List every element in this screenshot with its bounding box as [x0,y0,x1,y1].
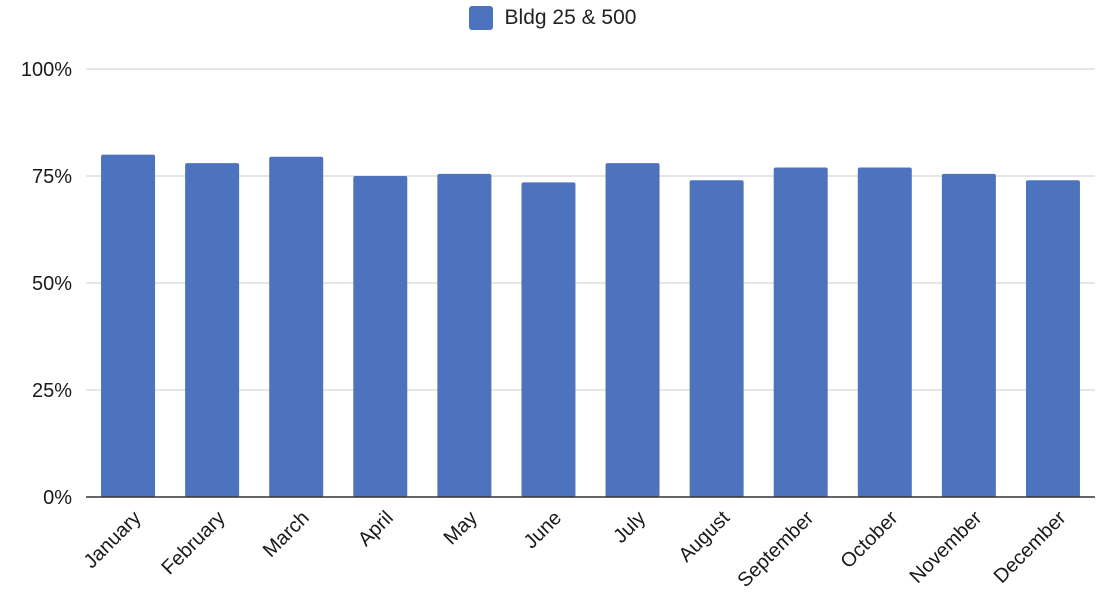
y-tick-label: 100% [21,59,72,81]
legend-label: Bldg 25 & 500 [504,6,637,29]
bar-april [353,176,408,497]
bar-june [521,182,576,498]
x-tick-label: December [990,507,1071,588]
bar-january [101,154,156,497]
x-tick-label: July [609,507,650,548]
bar-may [437,173,492,498]
legend-swatch [468,6,493,30]
x-tick-label: June [520,507,566,553]
y-tick-label: 25% [32,380,72,402]
y-tick-label: 50% [32,273,72,295]
bar-august [689,180,744,497]
x-tick-label: October [836,507,902,573]
legend: Bldg 25 & 500 [0,6,1105,30]
bar-march [269,156,324,498]
x-tick-label: February [158,507,230,579]
bar-february [185,163,240,497]
y-tick-label: 0% [43,487,72,509]
x-tick-label: September [734,507,819,592]
bar-september [773,167,828,497]
x-tick-label: March [259,507,314,562]
x-tick-label: May [440,507,482,549]
y-tick-label: 75% [32,166,72,188]
x-tick-label: November [906,507,987,588]
x-tick-label: April [354,507,398,551]
x-tick-label: August [675,507,735,567]
bar-october [857,167,912,497]
bar-november [941,173,996,498]
bar-july [605,163,660,497]
bar-december [1025,180,1080,497]
x-tick-label: January [80,507,146,573]
